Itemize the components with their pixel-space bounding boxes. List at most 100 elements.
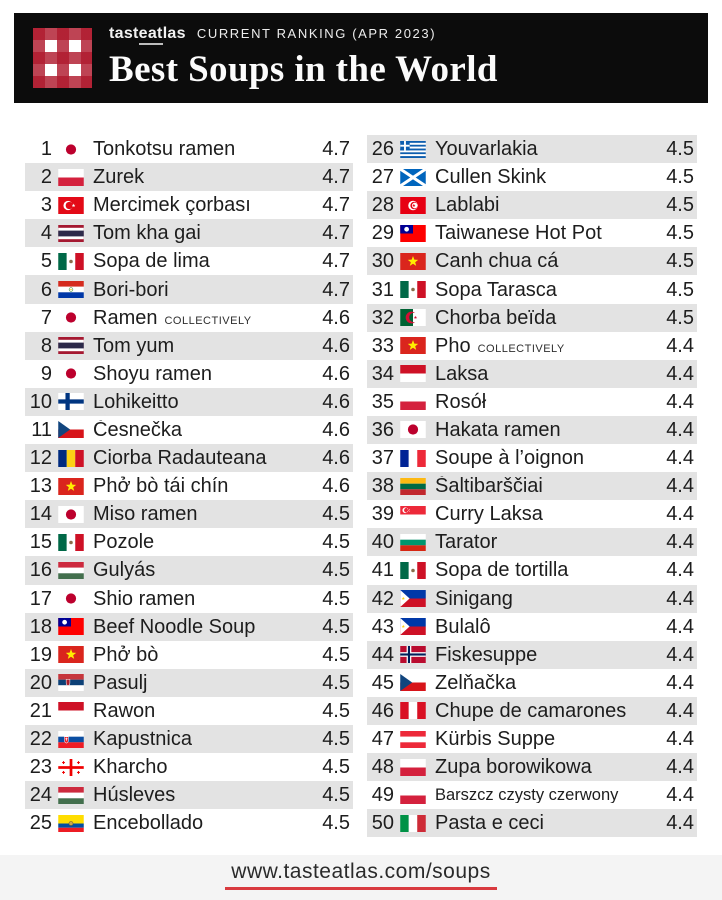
rank-label: 39 bbox=[371, 503, 394, 526]
rating-value: 4.6 bbox=[322, 447, 350, 470]
soup-name: Húsleves bbox=[93, 785, 176, 806]
table-row: 19 Phở bò 4.5 bbox=[25, 641, 353, 669]
header-text: tasteatlas CURRENT RANKING (APR 2023) Be… bbox=[109, 25, 498, 91]
rank-label: 27 bbox=[371, 166, 394, 189]
ranking-label: CURRENT RANKING (APR 2023) bbox=[196, 26, 437, 41]
flag-serbia-icon bbox=[58, 674, 84, 692]
rating-value: 4.4 bbox=[666, 587, 694, 610]
soup-name: Pasulj bbox=[93, 672, 148, 693]
soup-name: Tonkotsu ramen bbox=[93, 139, 236, 160]
rating-value: 4.5 bbox=[322, 671, 350, 694]
rating-value: 4.6 bbox=[322, 306, 350, 329]
soup-name: Kürbis Suppe bbox=[435, 729, 556, 750]
brand-wordmark: tasteatlas bbox=[109, 25, 186, 45]
flag-paraguay-icon bbox=[58, 281, 84, 299]
rating-value: 4.5 bbox=[666, 278, 694, 301]
flag-finland-icon bbox=[58, 393, 84, 411]
rating-value: 4.4 bbox=[666, 447, 694, 470]
flag-algeria-icon bbox=[400, 309, 426, 327]
table-row: 37 Soupe à l’oignon 4.4 bbox=[367, 444, 697, 472]
flag-poland-icon bbox=[58, 168, 84, 186]
rating-value: 4.5 bbox=[322, 699, 350, 722]
rating-value: 4.6 bbox=[322, 390, 350, 413]
rank-label: 22 bbox=[29, 728, 52, 751]
rank-label: 9 bbox=[40, 362, 52, 385]
rating-value: 4.6 bbox=[322, 475, 350, 498]
flag-peru-icon bbox=[400, 702, 426, 720]
flag-vietnam-icon bbox=[400, 337, 426, 355]
flag-mexico-icon bbox=[400, 281, 426, 299]
flag-japan-icon bbox=[58, 365, 84, 383]
rating-value: 4.5 bbox=[322, 559, 350, 582]
rank-label: 21 bbox=[29, 699, 52, 722]
rating-value: 4.5 bbox=[322, 643, 350, 666]
rating-value: 4.5 bbox=[322, 812, 350, 835]
rating-value: 4.4 bbox=[666, 699, 694, 722]
table-row: 35 Rosół 4.4 bbox=[367, 388, 697, 416]
soup-name: Sopa Tarasca bbox=[435, 279, 557, 300]
soup-name: Hakata ramen bbox=[435, 419, 561, 440]
flag-singapore-icon bbox=[400, 505, 426, 523]
soup-name: Canh chua cá bbox=[435, 251, 559, 272]
flag-ecuador-icon bbox=[58, 814, 84, 832]
table-row: 36 Hakata ramen 4.4 bbox=[367, 415, 697, 445]
flag-tunisia-icon bbox=[400, 196, 426, 214]
flag-taiwan-icon bbox=[400, 224, 426, 242]
rating-value: 4.4 bbox=[666, 643, 694, 666]
soup-name: Šaltibarščiai bbox=[435, 476, 543, 497]
flag-thailand-icon bbox=[58, 337, 84, 355]
rating-value: 4.7 bbox=[322, 250, 350, 273]
flag-vietnam-icon bbox=[58, 646, 84, 664]
soup-name: Shoyu ramen bbox=[93, 363, 212, 384]
soup-name: Phở bò bbox=[93, 644, 159, 665]
soup-name: Beef Noodle Soup bbox=[93, 616, 256, 637]
rating-value: 4.4 bbox=[666, 615, 694, 638]
rating-value: 4.4 bbox=[666, 503, 694, 526]
rating-value: 4.4 bbox=[666, 418, 694, 441]
table-row: 10 Lohikeitto 4.6 bbox=[25, 387, 353, 416]
page-title: Best Soups in the World bbox=[109, 49, 498, 90]
flag-taiwan-icon bbox=[58, 618, 84, 636]
soup-name: Fiskesuppe bbox=[435, 644, 538, 665]
table-row: 39 Curry Laksa 4.4 bbox=[367, 500, 697, 528]
flag-austria-icon bbox=[400, 730, 426, 748]
flag-japan-icon bbox=[58, 140, 84, 158]
flag-hungary-icon bbox=[58, 786, 84, 804]
rank-label: 29 bbox=[371, 222, 394, 245]
rank-label: 20 bbox=[29, 671, 52, 694]
flag-philippines-icon bbox=[400, 618, 426, 636]
table-row: 22 Kapustnica 4.5 bbox=[25, 724, 353, 754]
soup-name: Taiwanese Hot Pot bbox=[435, 223, 602, 244]
rank-label: 37 bbox=[371, 447, 394, 470]
rating-value: 4.6 bbox=[322, 418, 350, 441]
rating-value: 4.7 bbox=[322, 222, 350, 245]
rating-value: 4.7 bbox=[322, 194, 350, 217]
table-row: 26 Youvarlakia 4.5 bbox=[367, 135, 697, 164]
rank-label: 4 bbox=[40, 222, 52, 245]
soup-name: Youvarlakia bbox=[435, 139, 538, 160]
soup-name: Chorba beïda bbox=[435, 307, 557, 328]
soup-name: Zupa borowikowa bbox=[435, 757, 592, 778]
table-row: 33 Pho COLLECTIVELY 4.4 bbox=[367, 332, 697, 360]
rank-label: 47 bbox=[371, 728, 394, 751]
flag-thailand-icon bbox=[58, 224, 84, 242]
table-row: 48 Zupa borowikowa 4.4 bbox=[367, 753, 697, 782]
rank-label: 25 bbox=[29, 812, 52, 835]
rating-value: 4.4 bbox=[666, 559, 694, 582]
table-row: 32 Chorba beïda 4.5 bbox=[367, 303, 697, 332]
rating-value: 4.4 bbox=[666, 390, 694, 413]
table-row: 5 Sopa de lima 4.7 bbox=[25, 247, 353, 275]
rating-value: 4.5 bbox=[322, 531, 350, 554]
flag-japan-icon bbox=[58, 505, 84, 523]
soup-name: Gulyás bbox=[93, 560, 156, 581]
table-row: 12 Ciorba Radauteana 4.6 bbox=[25, 444, 353, 473]
soup-name: Pasta e ceci bbox=[435, 813, 544, 834]
soup-name: Tarator bbox=[435, 532, 498, 553]
flag-norway-icon bbox=[400, 646, 426, 664]
flag-georgia-icon bbox=[58, 758, 84, 776]
note-label: COLLECTIVELY bbox=[164, 314, 252, 327]
soup-name: Rawon bbox=[93, 700, 156, 721]
rating-value: 4.5 bbox=[322, 784, 350, 807]
table-row: 38 Šaltibarščiai 4.4 bbox=[367, 472, 697, 501]
